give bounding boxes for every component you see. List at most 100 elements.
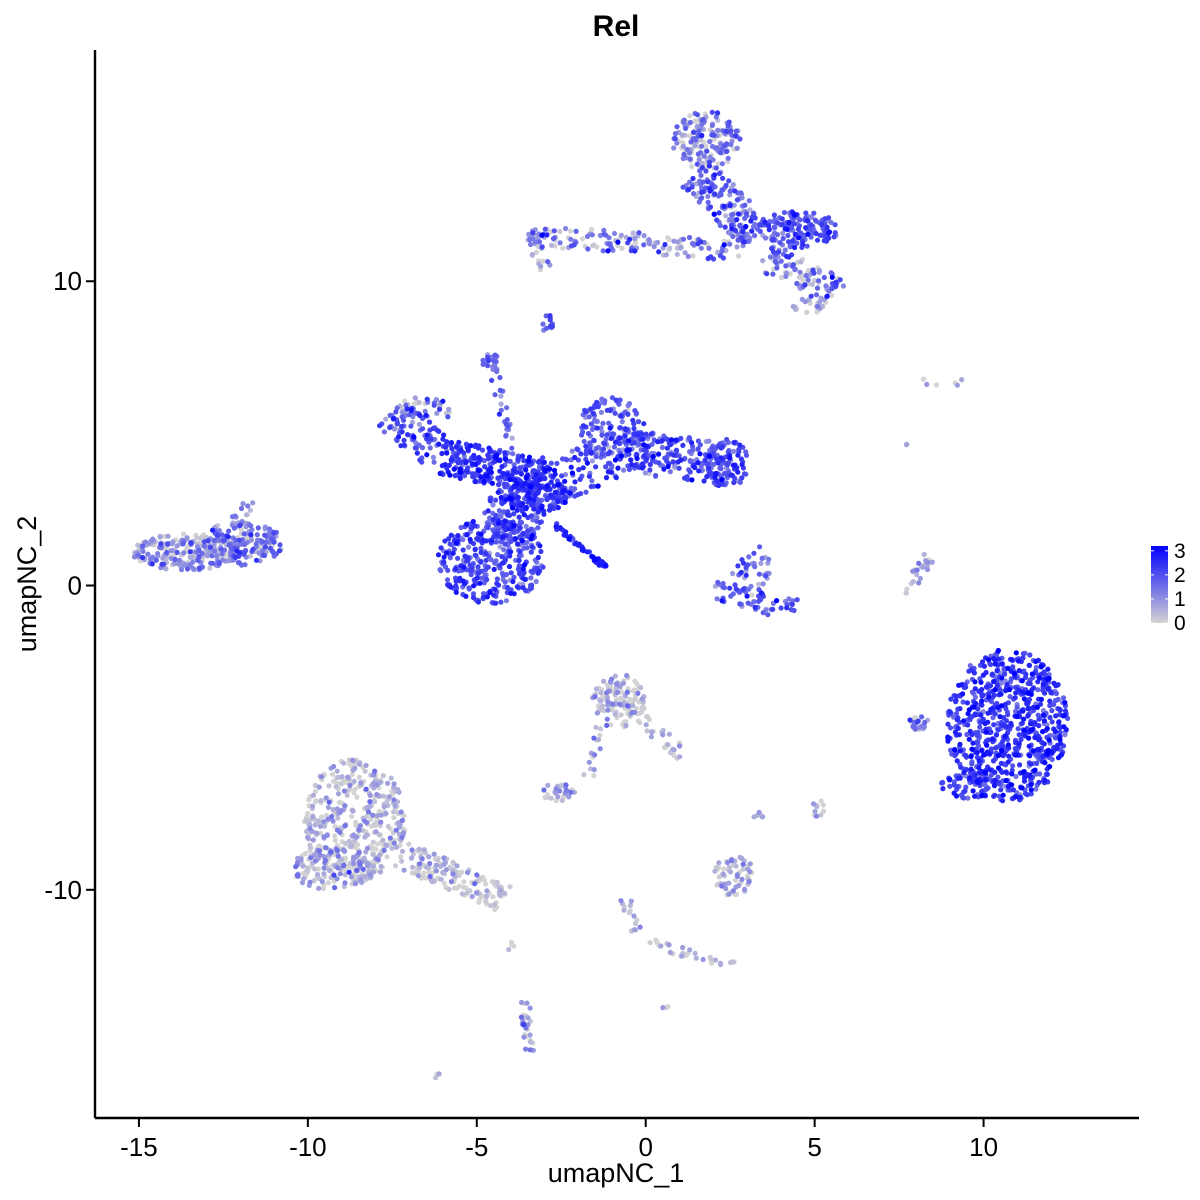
cell-point bbox=[375, 857, 381, 863]
cell-point bbox=[399, 423, 405, 429]
cell-point bbox=[586, 414, 592, 420]
cell-point bbox=[721, 203, 727, 209]
cell-point bbox=[329, 771, 336, 778]
cell-point bbox=[550, 236, 557, 242]
cell-point bbox=[540, 321, 546, 327]
cell-point bbox=[979, 686, 985, 693]
cell-point bbox=[449, 867, 455, 873]
cell-point bbox=[335, 791, 342, 797]
cell-point bbox=[399, 817, 405, 824]
cell-point bbox=[992, 661, 998, 667]
cell-point bbox=[504, 405, 510, 411]
cell-point bbox=[632, 235, 638, 242]
cell-point bbox=[406, 841, 412, 847]
cell-point bbox=[145, 551, 151, 557]
cell-point bbox=[526, 237, 533, 243]
cell-point bbox=[507, 884, 513, 890]
cell-point bbox=[555, 499, 561, 505]
cell-point bbox=[157, 534, 163, 540]
cell-point bbox=[733, 863, 739, 869]
cell-point bbox=[188, 540, 194, 546]
cell-point bbox=[383, 416, 389, 422]
cell-point bbox=[953, 711, 960, 717]
cell-point bbox=[262, 532, 268, 538]
cell-point bbox=[331, 872, 337, 878]
cell-point bbox=[399, 409, 405, 415]
cell-point bbox=[551, 467, 558, 473]
cell-point bbox=[715, 127, 721, 133]
cell-point bbox=[699, 132, 705, 139]
cell-point bbox=[1025, 700, 1031, 706]
cell-point bbox=[547, 507, 553, 513]
cell-point bbox=[531, 506, 537, 512]
cell-point bbox=[647, 467, 653, 473]
cell-point bbox=[299, 880, 306, 886]
cell-point bbox=[389, 845, 395, 851]
cell-point bbox=[1019, 689, 1025, 695]
x-tick-label: 5 bbox=[807, 1132, 821, 1162]
cell-point bbox=[511, 529, 518, 535]
cell-point bbox=[529, 533, 535, 539]
cell-point bbox=[328, 849, 334, 855]
cell-point bbox=[567, 228, 574, 234]
cell-point bbox=[588, 450, 594, 456]
cell-point bbox=[743, 565, 749, 571]
cell-point bbox=[310, 837, 316, 843]
cell-point bbox=[959, 377, 965, 383]
cell-point bbox=[778, 258, 784, 264]
cell-point bbox=[786, 239, 792, 245]
cell-point bbox=[784, 226, 790, 232]
cell-point bbox=[714, 882, 720, 888]
cell-point bbox=[1002, 733, 1008, 739]
cell-point bbox=[589, 226, 595, 233]
cell-point bbox=[487, 498, 493, 504]
cell-point bbox=[910, 579, 916, 585]
cell-point bbox=[621, 907, 627, 913]
cell-point bbox=[740, 560, 747, 566]
cell-point bbox=[699, 160, 705, 166]
cell-point bbox=[740, 229, 746, 235]
cell-point bbox=[495, 531, 501, 538]
cell-point bbox=[720, 255, 727, 261]
cell-point bbox=[641, 421, 647, 427]
cell-point bbox=[516, 553, 522, 559]
cell-point bbox=[211, 548, 218, 554]
cell-point bbox=[391, 781, 397, 787]
cell-point bbox=[707, 204, 714, 210]
cell-point bbox=[401, 867, 407, 873]
cell-point bbox=[995, 727, 1001, 733]
cell-point bbox=[689, 240, 696, 247]
cell-point bbox=[416, 399, 422, 406]
cell-point bbox=[555, 482, 561, 488]
cell-point bbox=[704, 474, 710, 480]
cell-point bbox=[786, 254, 792, 260]
cell-point bbox=[599, 559, 605, 565]
cell-point bbox=[187, 549, 193, 555]
cell-point bbox=[218, 546, 224, 552]
cell-point bbox=[735, 211, 742, 217]
cell-point bbox=[317, 852, 323, 858]
cell-point bbox=[656, 451, 662, 457]
cell-point bbox=[317, 830, 324, 837]
cell-point bbox=[737, 442, 743, 448]
cell-point bbox=[366, 804, 372, 810]
cell-point bbox=[370, 863, 376, 869]
cell-point bbox=[253, 557, 260, 563]
cell-point bbox=[589, 458, 596, 464]
cell-point bbox=[599, 451, 605, 457]
cell-point bbox=[512, 477, 518, 483]
cell-point bbox=[744, 593, 750, 599]
cell-point bbox=[503, 433, 509, 439]
cell-point bbox=[305, 834, 311, 841]
cell-point bbox=[674, 124, 680, 130]
cell-point bbox=[488, 538, 495, 544]
cell-point bbox=[332, 833, 338, 839]
cell-point bbox=[655, 439, 661, 445]
cell-point bbox=[641, 242, 647, 248]
cell-point bbox=[535, 570, 541, 576]
cell-point bbox=[729, 226, 735, 232]
cell-point bbox=[1003, 705, 1009, 712]
cell-point bbox=[553, 790, 559, 796]
cell-point bbox=[135, 552, 141, 558]
cell-point bbox=[726, 864, 732, 870]
